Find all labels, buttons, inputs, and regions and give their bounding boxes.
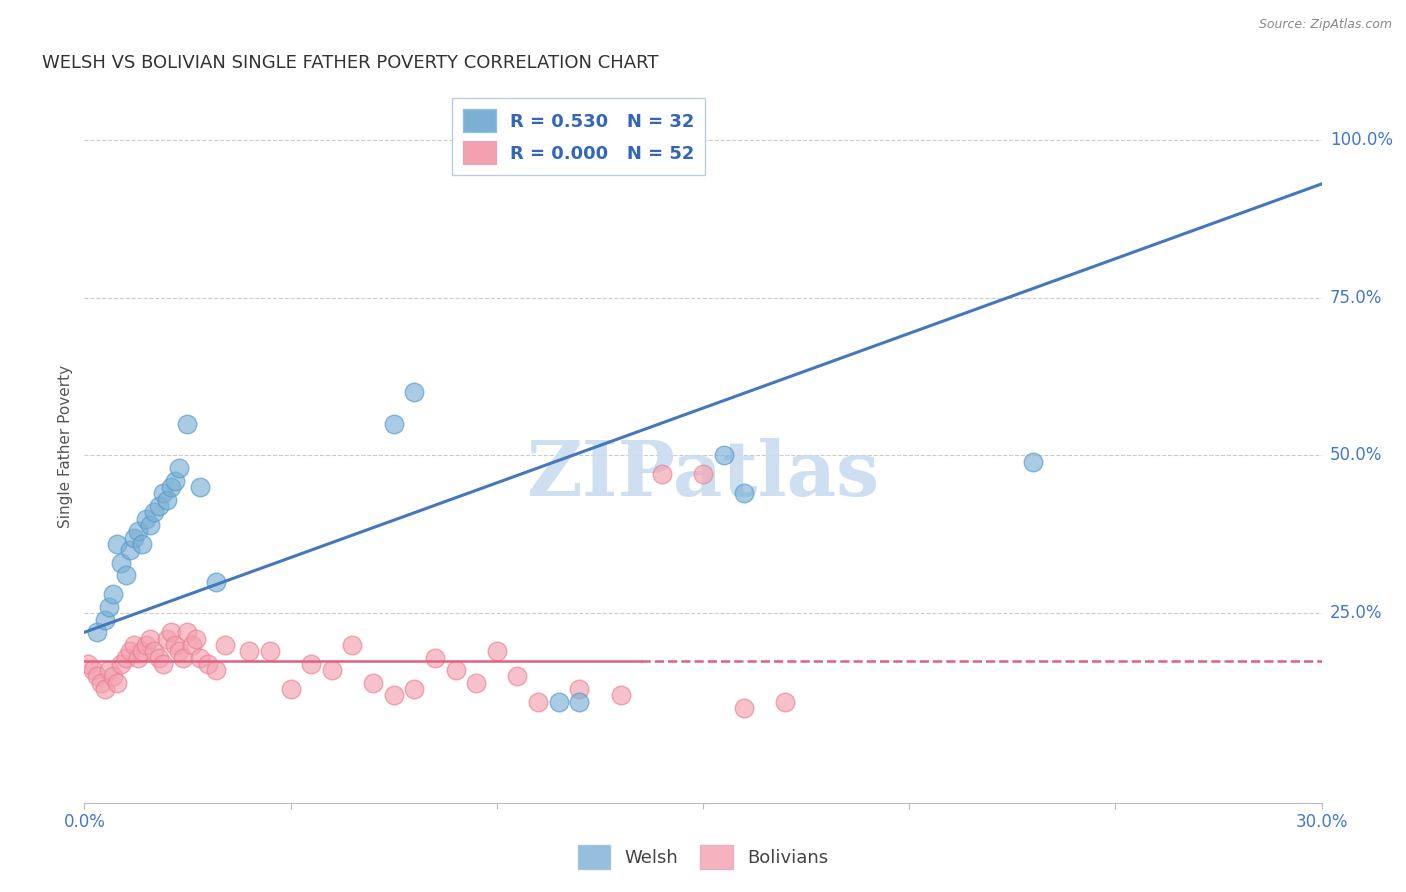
Point <box>382 417 405 431</box>
Text: 25.0%: 25.0% <box>1330 605 1382 623</box>
Point <box>143 644 166 658</box>
Point <box>156 492 179 507</box>
Point <box>165 638 187 652</box>
Point <box>148 499 170 513</box>
Y-axis label: Single Father Poverty: Single Father Poverty <box>58 365 73 527</box>
Point <box>172 650 194 665</box>
Text: WELSH VS BOLIVIAN SINGLE FATHER POVERTY CORRELATION CHART: WELSH VS BOLIVIAN SINGLE FATHER POVERTY … <box>42 54 658 71</box>
Point <box>167 461 190 475</box>
Point <box>114 568 136 582</box>
Point <box>176 625 198 640</box>
Point <box>148 650 170 665</box>
Point <box>609 689 631 703</box>
Point <box>152 657 174 671</box>
Point <box>197 657 219 671</box>
Point <box>444 663 467 677</box>
Legend: Welsh, Bolivians: Welsh, Bolivians <box>571 838 835 876</box>
Point <box>205 574 228 589</box>
Point <box>98 600 121 615</box>
Point <box>188 480 211 494</box>
Point <box>692 467 714 482</box>
Text: Source: ZipAtlas.com: Source: ZipAtlas.com <box>1258 18 1392 31</box>
Point <box>127 650 149 665</box>
Point <box>651 467 673 482</box>
Point <box>90 675 112 690</box>
Point <box>110 657 132 671</box>
Point <box>259 644 281 658</box>
Point <box>180 638 202 652</box>
Point <box>118 543 141 558</box>
Point <box>404 682 426 697</box>
Point <box>114 650 136 665</box>
Point <box>485 644 508 658</box>
Point <box>143 505 166 519</box>
Point <box>176 417 198 431</box>
Point <box>122 531 145 545</box>
Point <box>103 669 125 683</box>
Point <box>527 695 550 709</box>
Point <box>609 133 631 147</box>
Point <box>156 632 179 646</box>
Point <box>299 657 322 671</box>
Point <box>160 625 183 640</box>
Point <box>105 537 128 551</box>
Point <box>1022 455 1045 469</box>
Point <box>98 663 121 677</box>
Point <box>122 638 145 652</box>
Point <box>184 632 207 646</box>
Point <box>139 517 162 532</box>
Point <box>131 644 153 658</box>
Point <box>465 675 488 690</box>
Point <box>188 650 211 665</box>
Text: 75.0%: 75.0% <box>1330 289 1382 307</box>
Point <box>86 625 108 640</box>
Point <box>139 632 162 646</box>
Point <box>321 663 343 677</box>
Point <box>775 695 797 709</box>
Point <box>135 638 157 652</box>
Point <box>214 638 236 652</box>
Point <box>167 644 190 658</box>
Point <box>127 524 149 539</box>
Point <box>105 675 128 690</box>
Point <box>280 682 302 697</box>
Point <box>713 449 735 463</box>
Point <box>103 587 125 601</box>
Point <box>733 701 755 715</box>
Point <box>506 669 529 683</box>
Point <box>733 486 755 500</box>
Point <box>118 644 141 658</box>
Point <box>94 613 117 627</box>
Point <box>568 682 591 697</box>
Point <box>82 663 104 677</box>
Point <box>94 682 117 697</box>
Point <box>342 638 364 652</box>
Point <box>152 486 174 500</box>
Point <box>135 511 157 525</box>
Point <box>423 650 446 665</box>
Point <box>361 675 384 690</box>
Point <box>205 663 228 677</box>
Point <box>86 669 108 683</box>
Point <box>568 695 591 709</box>
Point <box>404 385 426 400</box>
Text: 50.0%: 50.0% <box>1330 447 1382 465</box>
Point <box>165 474 187 488</box>
Point <box>547 695 569 709</box>
Point <box>131 537 153 551</box>
Point <box>382 689 405 703</box>
Point <box>160 480 183 494</box>
Point <box>77 657 100 671</box>
Text: 100.0%: 100.0% <box>1330 131 1393 149</box>
Point <box>110 556 132 570</box>
Text: ZIPatlas: ZIPatlas <box>526 438 880 511</box>
Point <box>238 644 260 658</box>
Point <box>568 133 591 147</box>
